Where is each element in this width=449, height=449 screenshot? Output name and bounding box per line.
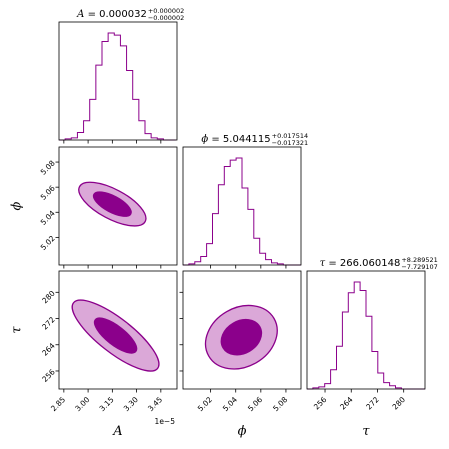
title-symbol: A	[76, 9, 84, 20]
title-minus-A: −0.000002	[148, 14, 184, 22]
title-A: A = 0.000032	[76, 9, 147, 20]
title-minus-tau: −7.729107	[401, 263, 437, 271]
title-plus-phi: +0.017514	[272, 132, 308, 140]
contour-A-tau-level-2	[93, 317, 138, 354]
panel-A-phi-ytick-label: 5.08	[39, 158, 57, 176]
hist-tau-xtick-label: 256	[312, 395, 329, 412]
panel-A-tau-ytick-label: 264	[40, 341, 57, 358]
title-phi: ϕ = 5.044115	[201, 134, 270, 145]
panel-A-phi-ytick-label: 5.06	[39, 183, 57, 201]
panel-A-tau-ytick-label: 280	[40, 289, 57, 306]
xlabel-A: A	[112, 424, 122, 439]
panel-A-tau-xtick-label: 3.15	[98, 395, 116, 413]
panel-A-tau-ytick-label: 256	[40, 367, 57, 384]
ylabel-tau: τ	[10, 326, 25, 334]
panel-phi-tau-xtick-label: 5.06	[246, 395, 264, 413]
panel-A-tau-xtick-label: 3.45	[146, 395, 164, 413]
panel-hist-tau	[306, 270, 426, 390]
title-value: = 266.060148	[325, 258, 400, 269]
histogram-tau	[307, 281, 425, 390]
xlabel-tau: τ	[362, 424, 370, 439]
panel-hist-phi	[182, 146, 302, 266]
hist-tau-xtick-label: 264	[338, 395, 355, 412]
panel-A-tau	[58, 270, 178, 390]
panel-phi-tau-xtick-label: 5.04	[221, 395, 239, 413]
contour-phi-tau-level-2	[220, 318, 263, 356]
title-symbol: τ	[320, 258, 326, 269]
histogram-phi	[183, 157, 301, 266]
title-tau: τ = 266.060148	[320, 258, 401, 269]
hist-tau-xtick-label: 280	[391, 395, 408, 412]
xlabel-phi: ϕ	[238, 424, 247, 439]
panel-hist-A	[58, 21, 178, 141]
panel-A-phi-ytick-label: 5.02	[39, 234, 57, 252]
hist-tau-xtick-label: 272	[364, 395, 381, 412]
panel-phi-tau	[182, 270, 302, 390]
histogram-A	[59, 32, 176, 141]
panel-A-phi-ytick-label: 5.04	[39, 209, 57, 227]
panel-A-tau-xtick-label: 3.30	[122, 395, 140, 413]
title-value: = 0.000032	[84, 9, 146, 20]
panel-phi-tau-xtick-label: 5.02	[196, 395, 214, 413]
panel-A-tau-xtick-label: 2.85	[49, 395, 67, 413]
title-plus-A: +0.000002	[148, 7, 184, 15]
panel-A-tau-xtick-label: 3.00	[73, 395, 91, 413]
panel-A-phi	[58, 146, 178, 266]
panel-phi-tau-xtick-label: 5.08	[271, 395, 289, 413]
contour-A-phi-level-2	[92, 191, 132, 217]
title-value: = 5.044115	[208, 134, 270, 145]
title-symbol: ϕ	[201, 134, 208, 145]
title-plus-tau: +8.289521	[401, 256, 437, 264]
title-minus-phi: −0.017321	[272, 139, 308, 147]
panel-A-tau-ytick-label: 272	[40, 315, 57, 332]
offset-text-A: 1e−5	[155, 417, 176, 426]
ylabel-phi: ϕ	[10, 201, 25, 210]
